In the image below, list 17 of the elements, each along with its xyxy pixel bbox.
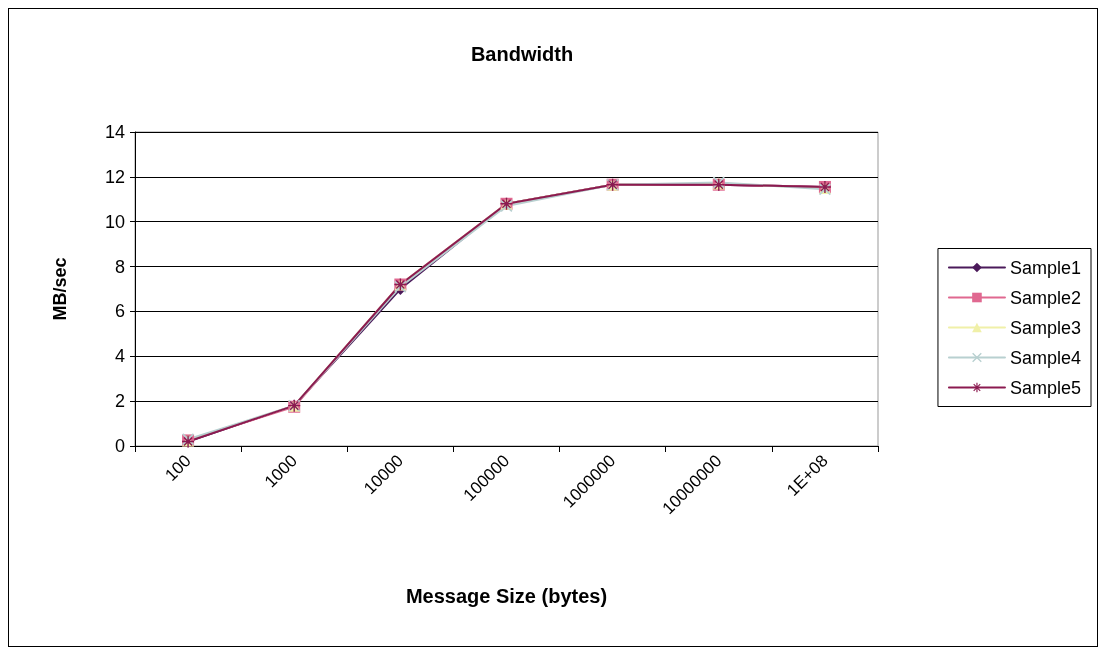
- y-tick-label: 0: [114, 436, 125, 456]
- y-tick-label: 10: [104, 211, 125, 232]
- y-tick-label: 4: [114, 346, 125, 367]
- legend-label: Sample1: [1009, 257, 1081, 278]
- y-tick-label: 2: [114, 391, 125, 412]
- y-tick-label: 14: [104, 122, 125, 142]
- y-tick-label: 12: [104, 166, 125, 187]
- y-axis-title: MB/sec: [50, 257, 70, 321]
- x-tick-label: 100: [161, 451, 195, 485]
- legend-label: Sample5: [1009, 377, 1081, 398]
- legend-label: Sample3: [1009, 317, 1081, 338]
- chart-title: Bandwidth: [470, 43, 574, 65]
- legend-label: Sample4: [1009, 347, 1081, 368]
- x-axis-title: Message Size (bytes): [405, 585, 608, 607]
- y-tick-label: 8: [114, 256, 125, 277]
- legend-label: Sample2: [1009, 287, 1081, 308]
- y-tick-label: 6: [114, 301, 125, 322]
